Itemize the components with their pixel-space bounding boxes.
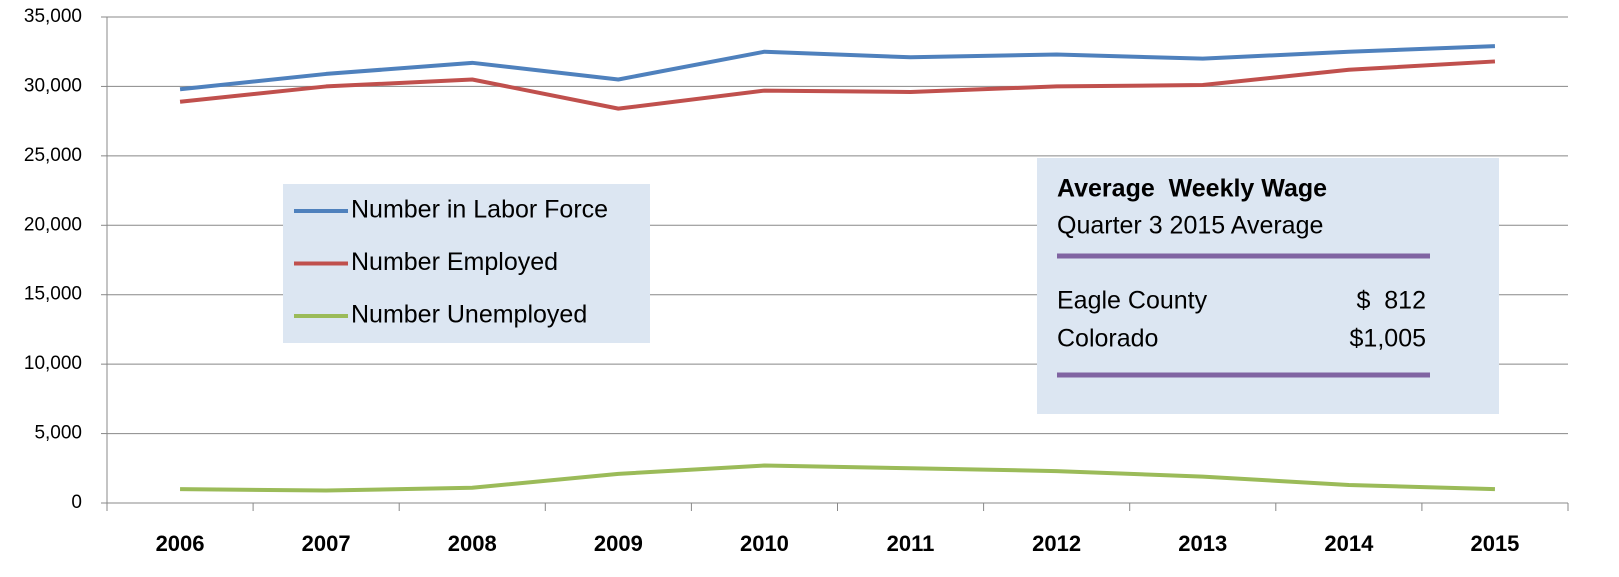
- annotation-row-value: $ 812: [1356, 287, 1426, 315]
- legend-label: Number in Labor Force: [351, 196, 608, 224]
- y-tick-label: 35,000: [24, 6, 82, 27]
- x-tick-label: 2013: [1178, 531, 1227, 556]
- annotation-box: [1037, 158, 1499, 414]
- y-tick-label: 30,000: [24, 75, 82, 96]
- x-tick-label: 2009: [594, 531, 643, 556]
- annotation-row-label: Colorado: [1057, 325, 1158, 353]
- x-tick-label: 2012: [1032, 531, 1081, 556]
- legend: Number in Labor Force Number Employed Numb…: [294, 196, 608, 329]
- legend-label: Number Unemployed: [351, 301, 587, 329]
- x-tick-label: 2010: [740, 531, 789, 556]
- y-tick-label: 15,000: [24, 284, 82, 305]
- x-tick-label: 2011: [887, 531, 935, 556]
- series-line: [180, 463, 1496, 493]
- lines: [179, 44, 1496, 493]
- x-tick-label: 2014: [1324, 531, 1374, 556]
- annotation-row-label: Eagle County: [1057, 287, 1208, 315]
- x-tick-label: 2015: [1470, 531, 1519, 556]
- y-tick-label: 10,000: [24, 353, 82, 374]
- y-tick-label: 25,000: [24, 145, 82, 166]
- x-tick-label: 2008: [448, 531, 497, 556]
- legend-label: Number Employed: [351, 248, 558, 276]
- series-line: [179, 44, 1496, 92]
- x-tick-label: 2006: [156, 531, 205, 556]
- y-tick-label: 0: [71, 492, 82, 513]
- y-tick-label: 5,000: [34, 423, 82, 444]
- annotation-subtitle: Quarter 3 2015 Average: [1057, 212, 1323, 240]
- x-tick-label: 2007: [302, 531, 351, 556]
- annotation-title: Average Weekly Wage: [1057, 175, 1327, 203]
- series-line: [179, 59, 1496, 111]
- annotation-row-value: $1,005: [1350, 325, 1426, 353]
- y-tick-label: 20,000: [24, 214, 82, 235]
